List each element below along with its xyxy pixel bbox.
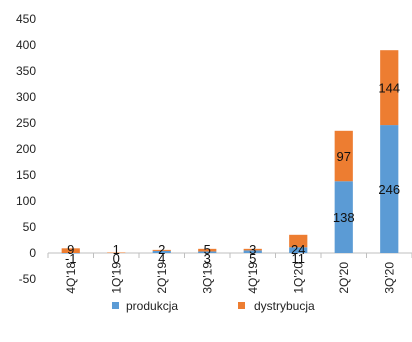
data-label-produkcja-4: 5 [249,251,256,266]
bar-dystrybucja-1 [107,252,126,253]
y-tick-label: 50 [23,220,37,234]
x-tick-label: 2Q'20 [337,262,351,294]
legend-swatch-produkcja [112,302,119,309]
y-tick-label: 250 [16,116,36,130]
x-tick-label: 1Q'19 [109,262,123,294]
legend-label-dystrybucja: dystrybucja [254,299,315,313]
data-label-produkcja-1: 0 [113,251,120,266]
bar-produkcja-5 [289,247,308,253]
data-label-dystrybucja-3: 5 [204,242,211,257]
data-label-dystrybucja-4: 3 [249,242,256,257]
y-tick-label: 0 [29,246,36,260]
y-tick-label: 200 [16,142,36,156]
legend-swatch-dystrybucja [238,302,245,309]
data-label-dystrybucja-0: 9 [67,242,74,257]
y-tick-label: 100 [16,194,36,208]
bar-produkcja-2 [152,250,171,253]
data-label-dystrybucja-1: 1 [113,242,120,257]
data-label-produkcja-7: 246 [378,182,400,197]
data-label-produkcja-2: 4 [158,251,165,266]
x-tick-label: 2Q'19 [155,262,169,294]
data-label-produkcja-0: -1 [65,251,77,266]
y-axis: -50 0 50 100 150 200 250 300 350 400 450 [16,12,36,286]
x-axis-ticks: 4Q'18 1Q'19 2Q'19 3Q'19 4Q'19 1Q'20 2Q'20 3Q'20 [64,262,397,294]
bar-produkcja-7 [380,125,399,253]
y-tick-label: 350 [16,64,36,78]
data-label-dystrybucja-5: 24 [291,242,305,257]
y-tick-label: -50 [19,272,37,286]
y-tick-label: 450 [16,12,36,26]
x-tick-label: 3Q'19 [200,262,214,294]
bar-dystrybucja-2 [152,249,171,251]
bar-dystrybucja-5 [289,234,308,248]
data-label-produkcja-3: 3 [204,251,211,266]
data-label-dystrybucja-2: 2 [158,242,165,257]
bar-dystrybucja-0 [61,248,80,253]
y-tick-label: 400 [16,38,36,52]
x-tick-label: 4Q'19 [246,262,260,294]
bar-dystrybucja-4 [243,248,262,251]
x-tick-label: 3Q'20 [382,262,396,294]
y-tick-label: 150 [16,168,36,182]
zero-baseline [47,252,412,258]
bar-dystrybucja-3 [198,248,217,252]
bar-produkcja-0 [61,253,80,254]
data-label-dystrybucja-7: 144 [378,81,400,96]
data-label-produkcja-5: 11 [292,251,306,266]
bar-dystrybucja-7 [380,50,399,126]
bars [61,50,399,254]
bar-produkcja-4 [243,250,262,253]
bar-dystrybucja-6 [334,130,353,182]
x-tick-label: 4Q'18 [64,262,78,294]
bar-produkcja-6 [334,181,353,253]
data-label-produkcja-6: 138 [333,210,355,225]
y-tick-label: 300 [16,90,36,104]
bar-produkcja-3 [198,251,217,253]
legend-label-produkcja: produkcja [126,299,178,313]
x-tick-label: 1Q'20 [291,262,305,294]
data-label-dystrybucja-6: 97 [337,149,351,164]
legend: produkcja dystrybucja [112,299,315,313]
